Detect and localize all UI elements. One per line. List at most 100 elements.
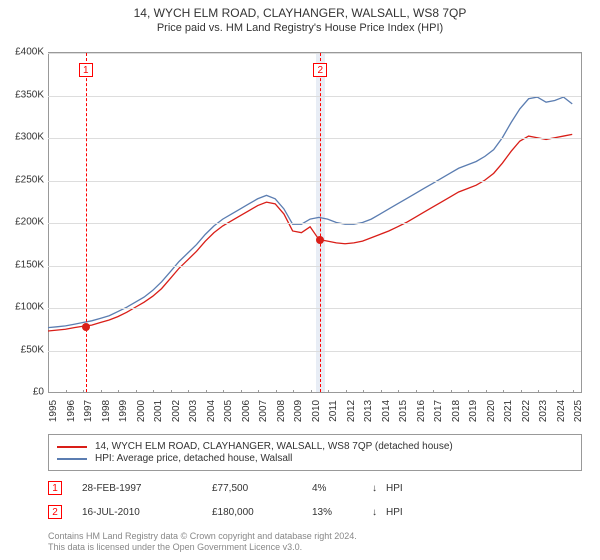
- sale-price: £180,000: [212, 507, 312, 518]
- x-tick: [416, 390, 417, 393]
- x-tick: [258, 390, 259, 393]
- x-tick: [381, 390, 382, 393]
- legend: 14, WYCH ELM ROAD, CLAYHANGER, WALSALL, …: [48, 434, 582, 471]
- x-tick-label: 2002: [171, 400, 182, 422]
- x-tick: [136, 390, 137, 393]
- gridline: [48, 308, 581, 309]
- sale-vs: HPI: [386, 507, 403, 518]
- x-tick-label: 1996: [66, 400, 77, 422]
- x-tick-label: 1998: [101, 400, 112, 422]
- y-tick-label: £50K: [21, 344, 44, 355]
- sale-marker: 1: [48, 481, 62, 495]
- gridline: [48, 181, 581, 182]
- arrow-down-icon: ↓: [372, 483, 386, 494]
- y-tick-label: £200K: [15, 217, 44, 228]
- x-tick-label: 2006: [241, 400, 252, 422]
- x-tick-label: 2004: [206, 400, 217, 422]
- x-tick-label: 1997: [83, 400, 94, 422]
- x-tick: [538, 390, 539, 393]
- x-tick-label: 2009: [293, 400, 304, 422]
- sale-date: 16-JUL-2010: [82, 507, 212, 518]
- gridline: [48, 96, 581, 97]
- x-tick: [451, 390, 452, 393]
- y-tick-label: £400K: [15, 47, 44, 58]
- marker-label: 2: [313, 63, 327, 77]
- legend-item: HPI: Average price, detached house, Wals…: [57, 453, 573, 464]
- x-tick-label: 2021: [503, 400, 514, 422]
- x-tick: [66, 390, 67, 393]
- y-tick-label: £100K: [15, 302, 44, 313]
- chart-title: 14, WYCH ELM ROAD, CLAYHANGER, WALSALL, …: [0, 6, 600, 20]
- marker-line: [86, 53, 87, 392]
- sale-marker: 2: [48, 505, 62, 519]
- x-tick-label: 1995: [48, 400, 59, 422]
- x-tick: [276, 390, 277, 393]
- x-tick: [293, 390, 294, 393]
- x-tick-label: 2011: [328, 400, 339, 422]
- series-price_paid: [48, 134, 572, 331]
- sale-price: £77,500: [212, 483, 312, 494]
- footer-line-2: This data is licensed under the Open Gov…: [48, 542, 582, 554]
- x-tick: [503, 390, 504, 393]
- x-tick: [118, 390, 119, 393]
- x-tick: [398, 390, 399, 393]
- x-tick-label: 2024: [556, 400, 567, 422]
- x-tick: [346, 390, 347, 393]
- chart-subtitle: Price paid vs. HM Land Registry's House …: [0, 22, 600, 34]
- gridline: [48, 223, 581, 224]
- gridline: [48, 351, 581, 352]
- x-tick-label: 2010: [311, 400, 322, 422]
- legend-item: 14, WYCH ELM ROAD, CLAYHANGER, WALSALL, …: [57, 441, 573, 452]
- x-tick-label: 2025: [573, 400, 584, 422]
- y-tick-label: £0: [33, 387, 44, 398]
- x-tick: [486, 390, 487, 393]
- sales-table: 128-FEB-1997£77,5004%↓HPI216-JUL-2010£18…: [48, 476, 582, 524]
- y-tick-label: £350K: [15, 89, 44, 100]
- x-tick-label: 2020: [486, 400, 497, 422]
- marker-label: 1: [79, 63, 93, 77]
- arrow-down-icon: ↓: [372, 507, 386, 518]
- sale-date: 28-FEB-1997: [82, 483, 212, 494]
- chart-area: 12: [48, 52, 582, 392]
- sale-dot: [82, 323, 90, 331]
- y-axis: £0£50K£100K£150K£200K£250K£300K£350K£400…: [0, 52, 48, 392]
- footer-line-1: Contains HM Land Registry data © Crown c…: [48, 531, 582, 543]
- legend-label: HPI: Average price, detached house, Wals…: [95, 453, 292, 464]
- x-tick-label: 1999: [118, 400, 129, 422]
- footer: Contains HM Land Registry data © Crown c…: [48, 531, 582, 554]
- x-tick-label: 2016: [416, 400, 427, 422]
- x-tick: [363, 390, 364, 393]
- sale-pct: 13%: [312, 507, 372, 518]
- x-tick-label: 2000: [136, 400, 147, 422]
- x-tick-label: 2007: [258, 400, 269, 422]
- gridline: [48, 53, 581, 54]
- marker-line: [320, 53, 321, 392]
- legend-swatch: [57, 458, 87, 460]
- chart-inner: 12: [48, 53, 581, 392]
- x-tick: [556, 390, 557, 393]
- x-tick-label: 2001: [153, 400, 164, 422]
- x-tick: [48, 390, 49, 393]
- sale-vs: HPI: [386, 483, 403, 494]
- x-tick-label: 2005: [223, 400, 234, 422]
- x-tick-label: 2018: [451, 400, 462, 422]
- x-tick: [468, 390, 469, 393]
- x-tick: [153, 390, 154, 393]
- x-tick-label: 2013: [363, 400, 374, 422]
- x-tick: [328, 390, 329, 393]
- x-tick-label: 2019: [468, 400, 479, 422]
- x-tick: [241, 390, 242, 393]
- x-tick-label: 2014: [381, 400, 392, 422]
- x-axis: 1995 1996 1997 1998 1999 2000 2001 2002 2003 2004…: [48, 392, 582, 432]
- x-tick: [188, 390, 189, 393]
- sale-pct: 4%: [312, 483, 372, 494]
- series-hpi: [48, 97, 572, 328]
- x-tick-label: 2017: [433, 400, 444, 422]
- y-tick-label: £150K: [15, 259, 44, 270]
- x-tick-label: 2003: [188, 400, 199, 422]
- x-tick: [101, 390, 102, 393]
- y-tick-label: £300K: [15, 132, 44, 143]
- x-tick-label: 2008: [276, 400, 287, 422]
- x-tick-label: 2023: [538, 400, 549, 422]
- x-tick: [433, 390, 434, 393]
